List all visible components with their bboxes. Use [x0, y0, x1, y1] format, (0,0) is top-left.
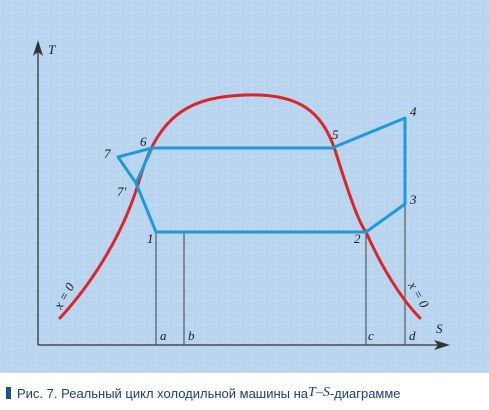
- x-axis-label: S: [436, 321, 443, 336]
- grid-pattern: [0, 0, 489, 373]
- refrigeration-cycle: [116, 116, 407, 234]
- x-axis-arrow: [434, 340, 450, 350]
- point-label-1: 1: [147, 231, 154, 246]
- point-label-2: 2: [354, 231, 361, 246]
- saturation-curve: [58, 93, 422, 320]
- point-label-4: 4: [410, 104, 417, 119]
- y-axis-arrow: [33, 40, 43, 56]
- figure-caption: Рис. 7. Реальный цикл холодильной машины…: [6, 385, 401, 401]
- tick-label-b: b: [188, 328, 195, 343]
- caption-prefix: Рис. 7. Реальный цикл холодильной машины…: [17, 385, 309, 401]
- tick-label-c: c: [368, 328, 374, 343]
- cycle-segment-6-7prime: [134, 146, 154, 185]
- point-label-7prime: 7': [117, 184, 127, 199]
- point-label-3: 3: [409, 192, 417, 207]
- ts-diagram: T S 1 2 3 4 5 6 7 7' a b c d x = 0 x = 0: [0, 0, 489, 373]
- point-label-7: 7: [104, 146, 111, 161]
- tick-label-a: a: [160, 328, 167, 343]
- point-label-5: 5: [332, 127, 339, 142]
- caption-marker: [6, 387, 11, 399]
- caption-suffix: -диаграмме: [329, 385, 401, 401]
- tick-label-d: d: [409, 328, 416, 343]
- caption-ts: T–S: [308, 385, 330, 400]
- y-axis-label: T: [48, 42, 56, 57]
- point-label-6: 6: [140, 134, 147, 149]
